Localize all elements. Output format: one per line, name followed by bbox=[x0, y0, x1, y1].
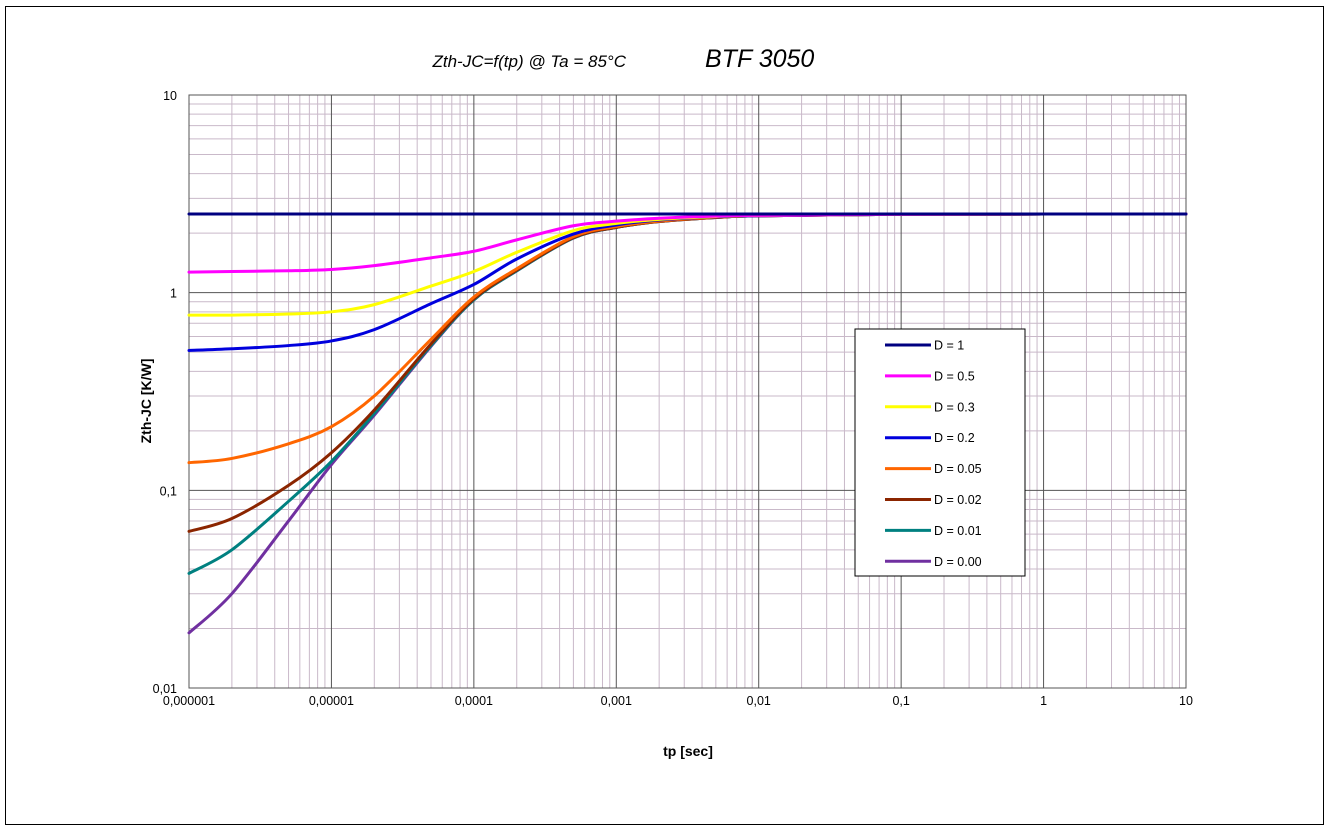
y-tick-label: 0,01 bbox=[153, 682, 177, 696]
x-tick-label: 0,1 bbox=[892, 694, 909, 708]
chart-title: Zth-JC=f(tp) @ Ta = 85°C bbox=[432, 52, 627, 71]
x-tick-label: 0,01 bbox=[747, 694, 771, 708]
x-tick-label: 10 bbox=[1179, 694, 1193, 708]
legend-label: D = 0.3 bbox=[934, 400, 975, 414]
y-tick-label: 10 bbox=[163, 89, 177, 103]
legend-label: D = 0.2 bbox=[934, 431, 975, 445]
legend-label: D = 0.02 bbox=[934, 493, 982, 507]
chart-frame: Zth-JC=f(tp) @ Ta = 85°C BTF 3050 0,0000… bbox=[5, 6, 1324, 825]
plot-background bbox=[189, 95, 1186, 688]
legend-label: D = 0.01 bbox=[934, 524, 982, 538]
plot-border bbox=[188, 94, 1187, 689]
y-axis-tick-labels: 0,01 0,1 1 10 bbox=[153, 89, 177, 696]
legend: D = 1 D = 0.5 D = 0.3 D = 0.2 D = 0.05 D = 0.… bbox=[854, 328, 1026, 577]
legend-label: D = 1 bbox=[934, 339, 964, 353]
y-axis-label: Zth-JC [K/W] bbox=[138, 359, 154, 444]
legend-label: D = 0.5 bbox=[934, 369, 975, 383]
x-tick-label: 1 bbox=[1040, 694, 1047, 708]
y-tick-label: 1 bbox=[170, 287, 177, 301]
series-lines bbox=[187, 212, 1188, 635]
legend-label: D = 0.05 bbox=[934, 462, 982, 476]
x-tick-label: 0,001 bbox=[601, 694, 632, 708]
x-tick-label: 0,0001 bbox=[455, 694, 493, 708]
chart-titles: Zth-JC=f(tp) @ Ta = 85°C BTF 3050 bbox=[432, 45, 815, 73]
chart-subtitle: BTF 3050 bbox=[705, 45, 814, 73]
legend-label: D = 0.00 bbox=[934, 555, 982, 569]
x-tick-label: 0,00001 bbox=[309, 694, 354, 708]
thermal-impedance-chart: Zth-JC=f(tp) @ Ta = 85°C BTF 3050 0,0000… bbox=[138, 45, 1193, 759]
plot-area bbox=[189, 95, 1186, 688]
minor-gridlines bbox=[189, 95, 1186, 688]
legend-box bbox=[854, 328, 1026, 577]
y-tick-label: 0,1 bbox=[160, 484, 177, 498]
x-axis-label: tp [sec] bbox=[663, 743, 713, 759]
x-tick-label: 0,000001 bbox=[163, 694, 215, 708]
x-axis-tick-labels: 0,000001 0,00001 0,0001 0,001 0,01 0,1 1 10 bbox=[163, 694, 1193, 708]
